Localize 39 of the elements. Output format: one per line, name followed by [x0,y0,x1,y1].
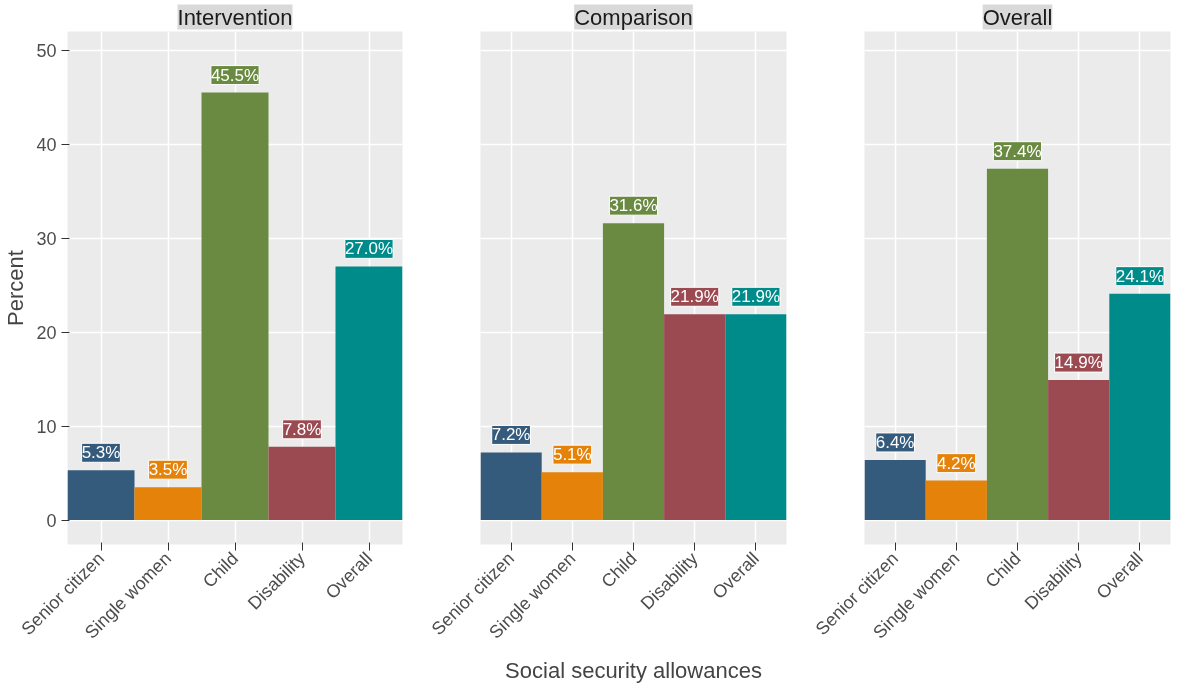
bar [725,314,787,521]
bar [986,168,1049,521]
bar [602,223,665,521]
y-tick-label: 40 [36,134,57,155]
bar [541,472,603,521]
bar [268,446,336,521]
data-label: 7.2% [491,425,531,445]
chart-title: Overall [982,4,1053,30]
bar [480,452,542,521]
data-label: 45.5% [210,65,260,85]
data-label: 21.9% [731,287,780,307]
chart-title: Comparison [574,4,693,30]
bar [864,459,926,521]
data-label: 4.2% [936,453,976,473]
bar [664,314,726,521]
bar [925,480,987,521]
data-label: 5.3% [81,443,121,463]
data-label: 31.6% [609,196,658,216]
bar [134,487,202,521]
bar [335,266,403,521]
y-tick-label: 10 [36,416,57,437]
data-label: 3.5% [148,460,188,480]
data-label: 27.0% [344,239,394,259]
y-tick-label: 50 [36,40,57,61]
y-tick-label: 20 [36,322,57,343]
y-axis-title: Percent [3,250,29,326]
bar [1048,380,1110,521]
y-tick-label: 30 [36,228,57,249]
y-tick-label: 0 [46,510,57,531]
data-label: 24.1% [1115,266,1164,286]
x-axis-title: Social security allowances [505,657,762,683]
data-label: 7.8% [282,419,322,439]
data-label: 6.4% [875,432,915,452]
bar [67,470,135,521]
data-label: 37.4% [993,141,1042,161]
data-label: 5.1% [552,445,592,465]
bar [201,92,269,521]
bar [1109,293,1171,521]
chart-title: Intervention [177,4,293,30]
